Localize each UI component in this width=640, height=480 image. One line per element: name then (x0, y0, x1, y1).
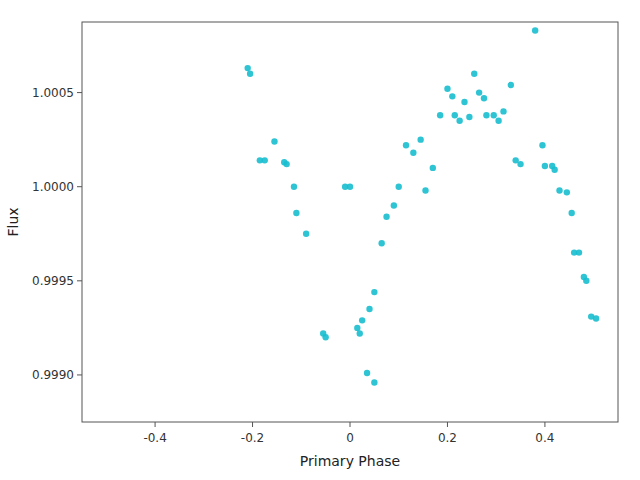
point (303, 231, 309, 237)
points (244, 27, 599, 385)
point (532, 27, 538, 33)
tick-label: 0.2 (438, 431, 457, 445)
point (347, 184, 353, 190)
tick-mark (544, 422, 545, 427)
point (508, 82, 514, 88)
point (481, 95, 487, 101)
point (403, 142, 409, 148)
point (583, 278, 589, 284)
tick-mark (252, 422, 253, 427)
point (500, 108, 506, 114)
point (391, 202, 397, 208)
point (471, 71, 477, 77)
tick-mark (77, 92, 82, 93)
tick-mark (77, 374, 82, 375)
point (244, 65, 250, 71)
point (551, 167, 557, 173)
tick-label: 1.0005 (32, 86, 74, 100)
point (383, 214, 389, 220)
point (456, 118, 462, 124)
point (569, 210, 575, 216)
point (539, 142, 545, 148)
tick-label: 0.4 (535, 431, 554, 445)
point (452, 112, 458, 118)
point (262, 157, 268, 163)
plot-area (82, 22, 618, 422)
point (593, 315, 599, 321)
point (396, 184, 402, 190)
point (410, 150, 416, 156)
point (495, 118, 501, 124)
point (271, 138, 277, 144)
tick-mark (77, 280, 82, 281)
x-axis-label: Primary Phase (300, 453, 400, 469)
tick-mark (155, 422, 156, 427)
y-axis-label: Flux (5, 207, 21, 236)
point (247, 71, 253, 77)
tick-label: 0.9990 (32, 368, 74, 382)
point (359, 317, 365, 323)
point (556, 187, 562, 193)
point (576, 249, 582, 255)
point (366, 306, 372, 312)
plot-frame (82, 22, 618, 422)
point (461, 99, 467, 105)
point (449, 93, 455, 99)
tick-mark (77, 186, 82, 187)
tick-label: -0.4 (143, 431, 166, 445)
point (371, 289, 377, 295)
point (444, 86, 450, 92)
point (417, 136, 423, 142)
tick-label: 0 (346, 431, 354, 445)
point (371, 379, 377, 385)
point (437, 112, 443, 118)
point (422, 187, 428, 193)
point (378, 240, 384, 246)
point (517, 161, 523, 167)
point (476, 89, 482, 95)
point (542, 163, 548, 169)
point (491, 112, 497, 118)
point (364, 370, 370, 376)
point (283, 161, 289, 167)
point (430, 165, 436, 171)
point (293, 210, 299, 216)
tick-label: 1.0000 (32, 180, 74, 194)
point (291, 184, 297, 190)
tick-label: 0.9995 (32, 274, 74, 288)
point (483, 112, 489, 118)
point (466, 114, 472, 120)
point (354, 325, 360, 331)
chart: -0.4 -0.2 0 0.2 0.4 0.9990 0.9995 1.0000 1.0005 P… (0, 0, 640, 480)
point (322, 334, 328, 340)
axes: -0.4 -0.2 0 0.2 0.4 0.9990 0.9995 1.0000 1.0005 (32, 22, 618, 445)
point (564, 189, 570, 195)
tick-mark (350, 422, 351, 427)
tick-label: -0.2 (241, 431, 264, 445)
point (357, 330, 363, 336)
tick-mark (447, 422, 448, 427)
